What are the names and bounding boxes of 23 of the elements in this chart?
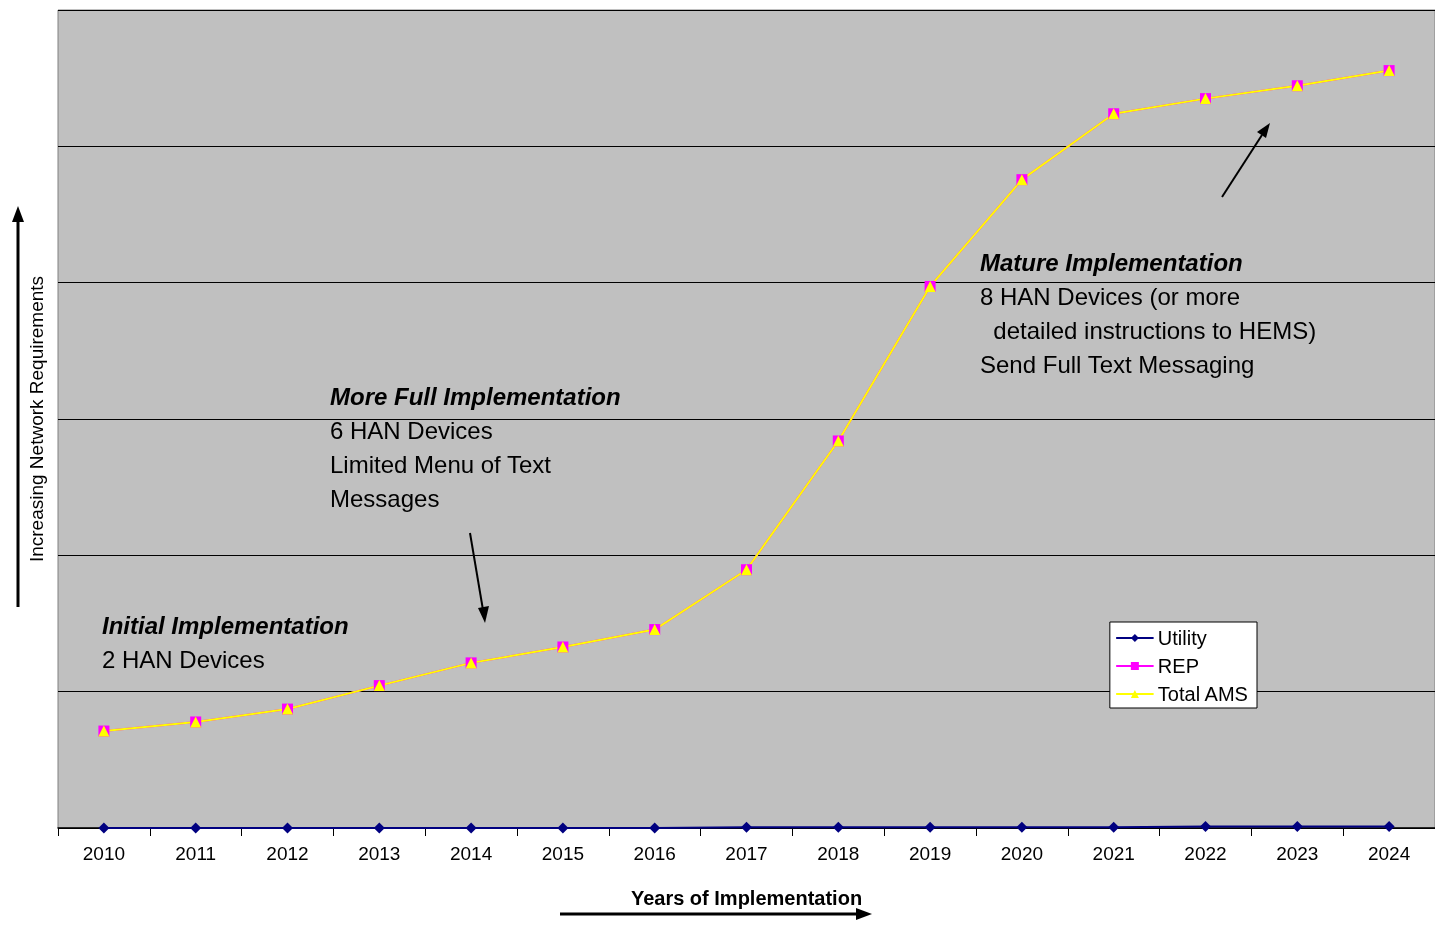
legend-label: REP — [1157, 655, 1199, 677]
x-tick-label: 2011 — [175, 843, 217, 864]
x-tick-label: 2023 — [1276, 843, 1319, 864]
legend-label: Utility — [1157, 627, 1207, 649]
x-tick-label: 2022 — [1184, 843, 1227, 864]
x-tick-label: 2018 — [817, 843, 860, 864]
y-axis-title: Increasing Network Requirements — [26, 275, 47, 563]
x-tick-label: 2020 — [1000, 843, 1044, 864]
x-tick-label: 2012 — [266, 843, 309, 864]
x-tick-label: 2013 — [358, 843, 401, 864]
x-tick-label: 2017 — [725, 843, 768, 864]
x-tick-label: 2021 — [1092, 843, 1135, 864]
legend-label: Total AMS — [1157, 683, 1248, 705]
x-tick-label: 2015 — [541, 843, 585, 864]
annotation: Initial Implementation 2 HAN Devices — [102, 611, 349, 673]
x-tick-label: 2016 — [633, 843, 676, 864]
annotation: Mature Implementation 8 HAN Devices (or more detailed instructions to HEMS) Send Full Text Messaging — [980, 248, 1317, 378]
x-axis-title: Years of Implementation — [630, 887, 863, 909]
x-tick-label: 2010 — [82, 843, 126, 864]
x-tick-label: 2019 — [908, 843, 952, 864]
annotation: More Full Implementation 6 HAN Devices Limited Menu of Text Messages — [330, 382, 621, 512]
x-tick-label: 2024 — [1367, 843, 1411, 864]
x-tick-label: 2014 — [449, 843, 493, 864]
